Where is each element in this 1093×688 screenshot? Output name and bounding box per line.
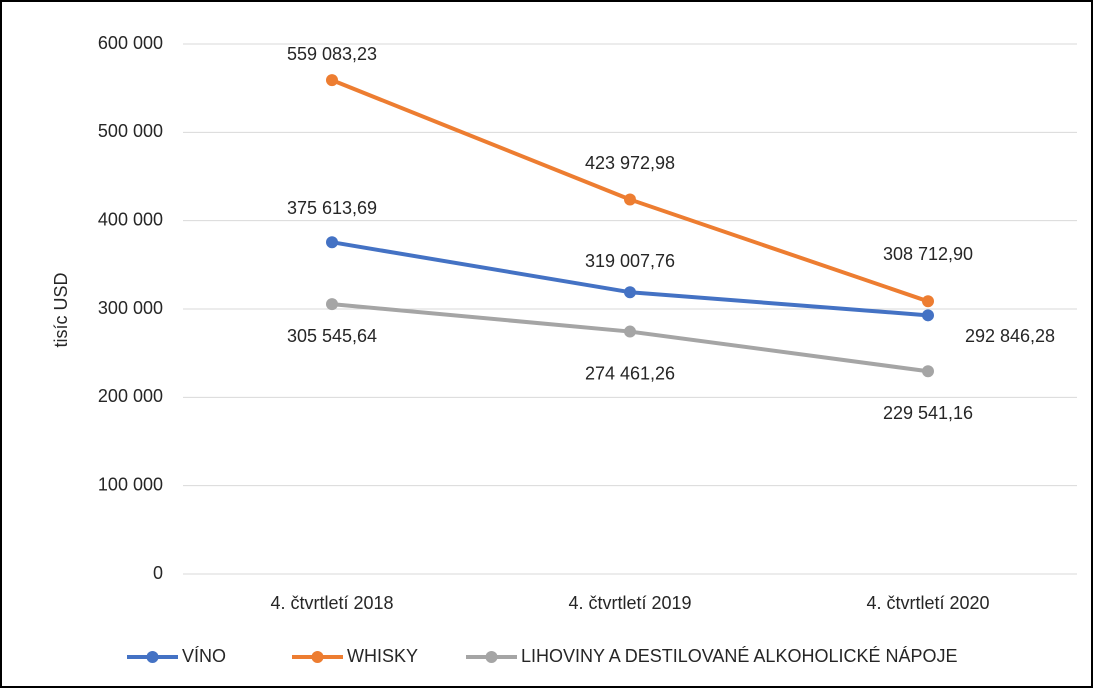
- data-label: 229 541,16: [883, 403, 973, 423]
- data-point: [624, 286, 636, 299]
- legend-marker: [485, 651, 498, 663]
- data-point: [922, 365, 934, 378]
- data-point: [326, 298, 338, 311]
- x-tick-label: 4. čtvrtletí 2018: [270, 593, 393, 613]
- y-tick-label: 300 000: [98, 298, 163, 318]
- legend-marker: [146, 651, 159, 663]
- data-label: 305 545,64: [287, 326, 377, 346]
- y-tick-label: 500 000: [98, 121, 163, 141]
- y-tick-label: 400 000: [98, 209, 163, 229]
- legend-label: LIHOVINY A DESTILOVANÉ ALKOHOLICKÉ NÁPOJ…: [521, 646, 958, 666]
- data-label: 308 712,90: [883, 244, 973, 264]
- data-label: 274 461,26: [585, 363, 675, 383]
- data-label: 375 613,69: [287, 198, 377, 218]
- y-tick-label: 200 000: [98, 386, 163, 406]
- x-tick-label: 4. čtvrtletí 2020: [866, 593, 989, 613]
- legend-label: WHISKY: [347, 646, 418, 666]
- y-axis-label: tisíc USD: [51, 272, 71, 347]
- y-tick-label: 100 000: [98, 474, 163, 494]
- data-point: [326, 236, 338, 249]
- legend-marker: [311, 651, 324, 663]
- data-label: 423 972,98: [585, 153, 675, 173]
- data-label: 319 007,76: [585, 251, 675, 271]
- data-point: [326, 74, 338, 87]
- data-point: [922, 295, 934, 308]
- data-label: 292 846,28: [965, 326, 1055, 346]
- data-point: [624, 193, 636, 206]
- legend-label: VÍNO: [182, 646, 226, 666]
- data-point: [624, 325, 636, 338]
- data-label: 559 083,23: [287, 44, 377, 64]
- y-tick-label: 600 000: [98, 33, 163, 53]
- x-tick-label: 4. čtvrtletí 2019: [568, 593, 691, 613]
- data-point: [922, 309, 934, 322]
- y-tick-label: 0: [153, 563, 163, 583]
